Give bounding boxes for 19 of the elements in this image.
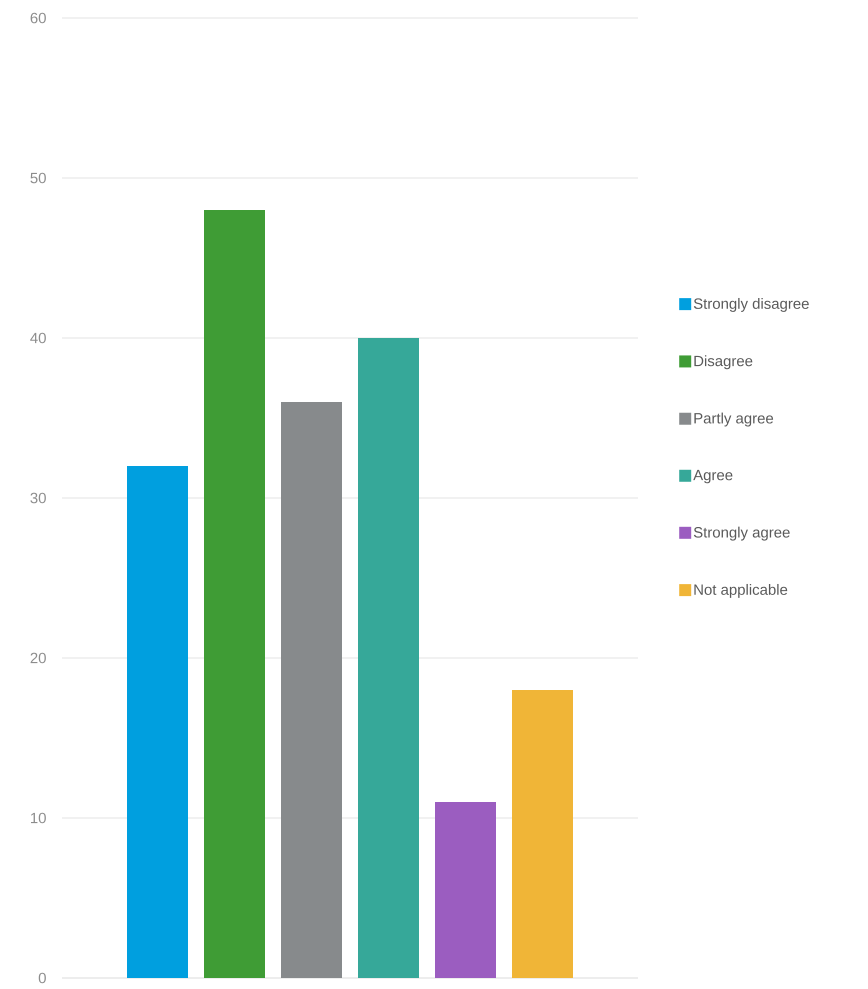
y-tick-label: 40: [30, 332, 46, 344]
legend-label: Partly agree: [694, 412, 774, 426]
y-tick-label: 10: [31, 812, 46, 824]
y-tick-label: 50: [30, 172, 46, 184]
y-tick-label: 0: [38, 972, 46, 984]
bar: [435, 802, 496, 978]
legend-label: Agree: [693, 470, 732, 484]
bar: [204, 210, 265, 978]
y-tick-label: 30: [30, 492, 46, 504]
bar: [127, 466, 188, 978]
bar: [358, 338, 419, 978]
bar: [512, 690, 573, 978]
legend-label: Disagree: [694, 355, 752, 370]
bar: [281, 402, 342, 978]
legend-label: Strongly disagree: [694, 298, 809, 312]
y-tick-label: 60: [30, 12, 46, 24]
y-tick-label: 20: [30, 652, 46, 664]
legend-label: Strongly agree: [694, 526, 790, 541]
legend-label: Not applicable: [694, 584, 788, 598]
